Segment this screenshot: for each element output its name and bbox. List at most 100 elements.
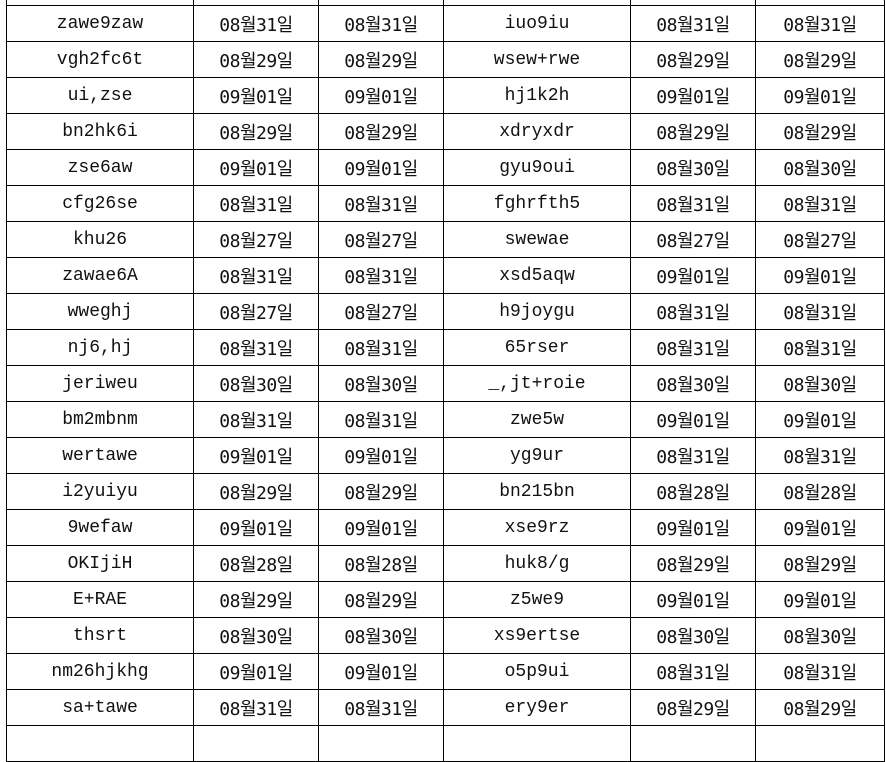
date-cell[interactable]: 08월31일 xyxy=(630,5,756,42)
date-cell[interactable]: 09월01일 xyxy=(755,509,885,546)
id-cell[interactable]: OKIjiH xyxy=(6,545,194,582)
id-cell[interactable]: zawae6A xyxy=(6,257,194,294)
id-cell[interactable]: fghrfth5 xyxy=(443,185,631,222)
date-cell[interactable]: 09월01일 xyxy=(318,149,444,186)
id-cell[interactable]: nm26hjkhg xyxy=(6,653,194,690)
date-cell[interactable]: 08월29일 xyxy=(755,41,885,78)
date-cell[interactable]: 09월01일 xyxy=(630,77,756,114)
date-cell[interactable]: 08월31일 xyxy=(755,5,885,42)
id-cell[interactable]: E+RAE xyxy=(6,581,194,618)
date-cell[interactable]: 08월31일 xyxy=(755,185,885,222)
id-cell[interactable]: xdryxdr xyxy=(443,113,631,150)
date-cell[interactable]: 09월01일 xyxy=(193,149,319,186)
id-cell[interactable]: bn2hk6i xyxy=(6,113,194,150)
date-cell[interactable]: 08월31일 xyxy=(193,689,319,726)
date-cell[interactable]: 08월30일 xyxy=(193,617,319,654)
date-cell[interactable]: 08월31일 xyxy=(318,257,444,294)
date-cell[interactable]: 08월29일 xyxy=(193,113,319,150)
id-cell[interactable]: vgh2fc6t xyxy=(6,41,194,78)
date-cell[interactable]: 08월31일 xyxy=(630,185,756,222)
date-cell[interactable]: 08월27일 xyxy=(630,221,756,258)
id-cell[interactable]: hj1k2h xyxy=(443,77,631,114)
id-cell[interactable]: xs9ertse xyxy=(443,617,631,654)
date-cell[interactable]: 08월30일 xyxy=(318,365,444,402)
date-cell[interactable]: 08월31일 xyxy=(193,257,319,294)
id-cell[interactable]: iuo9iu xyxy=(443,5,631,42)
date-cell[interactable]: 08월31일 xyxy=(318,689,444,726)
id-cell[interactable]: huk8/g xyxy=(443,545,631,582)
date-cell[interactable]: 08월31일 xyxy=(630,329,756,366)
cell[interactable] xyxy=(630,725,756,762)
date-cell[interactable]: 09월01일 xyxy=(755,257,885,294)
date-cell[interactable]: 08월31일 xyxy=(318,185,444,222)
id-cell[interactable]: _,jt+roie xyxy=(443,365,631,402)
id-cell[interactable]: wertawe xyxy=(6,437,194,474)
date-cell[interactable]: 08월27일 xyxy=(755,221,885,258)
date-cell[interactable]: 08월30일 xyxy=(755,365,885,402)
date-cell[interactable]: 08월27일 xyxy=(318,293,444,330)
id-cell[interactable]: bn215bn xyxy=(443,473,631,510)
date-cell[interactable]: 08월29일 xyxy=(193,473,319,510)
date-cell[interactable]: 08월31일 xyxy=(755,437,885,474)
id-cell[interactable]: ery9er xyxy=(443,689,631,726)
id-cell[interactable]: xsd5aqw xyxy=(443,257,631,294)
id-cell[interactable]: zwe5w xyxy=(443,401,631,438)
id-cell[interactable]: khu26 xyxy=(6,221,194,258)
id-cell[interactable]: h9joygu xyxy=(443,293,631,330)
id-cell[interactable]: o5p9ui xyxy=(443,653,631,690)
id-cell[interactable]: 65rser xyxy=(443,329,631,366)
date-cell[interactable]: 08월31일 xyxy=(630,293,756,330)
date-cell[interactable]: 09월01일 xyxy=(630,581,756,618)
date-cell[interactable]: 09월01일 xyxy=(318,437,444,474)
cell[interactable] xyxy=(443,725,631,762)
date-cell[interactable]: 08월29일 xyxy=(193,41,319,78)
date-cell[interactable]: 08월29일 xyxy=(630,545,756,582)
date-cell[interactable]: 08월28일 xyxy=(193,545,319,582)
date-cell[interactable]: 08월29일 xyxy=(630,113,756,150)
date-cell[interactable]: 08월31일 xyxy=(318,5,444,42)
date-cell[interactable]: 08월31일 xyxy=(755,293,885,330)
id-cell[interactable]: thsrt xyxy=(6,617,194,654)
date-cell[interactable]: 08월29일 xyxy=(318,113,444,150)
id-cell[interactable]: 9wefaw xyxy=(6,509,194,546)
date-cell[interactable]: 09월01일 xyxy=(193,509,319,546)
date-cell[interactable]: 08월28일 xyxy=(630,473,756,510)
date-cell[interactable]: 08월28일 xyxy=(318,545,444,582)
date-cell[interactable]: 08월31일 xyxy=(630,653,756,690)
date-cell[interactable]: 08월28일 xyxy=(755,473,885,510)
cell[interactable] xyxy=(193,725,319,762)
date-cell[interactable]: 08월27일 xyxy=(318,221,444,258)
date-cell[interactable]: 08월29일 xyxy=(630,689,756,726)
date-cell[interactable]: 08월27일 xyxy=(193,293,319,330)
date-cell[interactable]: 08월31일 xyxy=(630,437,756,474)
date-cell[interactable]: 08월27일 xyxy=(193,221,319,258)
date-cell[interactable]: 09월01일 xyxy=(630,509,756,546)
date-cell[interactable]: 08월31일 xyxy=(318,401,444,438)
date-cell[interactable]: 08월29일 xyxy=(193,581,319,618)
date-cell[interactable]: 08월29일 xyxy=(755,113,885,150)
id-cell[interactable]: zawe9zaw xyxy=(6,5,194,42)
date-cell[interactable]: 08월30일 xyxy=(630,617,756,654)
date-cell[interactable]: 08월30일 xyxy=(630,365,756,402)
date-cell[interactable]: 08월30일 xyxy=(755,617,885,654)
id-cell[interactable]: wsew+rwe xyxy=(443,41,631,78)
id-cell[interactable]: xse9rz xyxy=(443,509,631,546)
date-cell[interactable]: 08월29일 xyxy=(318,581,444,618)
date-cell[interactable]: 09월01일 xyxy=(193,653,319,690)
id-cell[interactable]: jeriweu xyxy=(6,365,194,402)
id-cell[interactable]: nj6,hj xyxy=(6,329,194,366)
date-cell[interactable]: 08월31일 xyxy=(193,185,319,222)
date-cell[interactable]: 08월31일 xyxy=(755,329,885,366)
date-cell[interactable]: 08월30일 xyxy=(630,149,756,186)
date-cell[interactable]: 09월01일 xyxy=(318,77,444,114)
date-cell[interactable]: 08월31일 xyxy=(193,401,319,438)
id-cell[interactable]: wweghj xyxy=(6,293,194,330)
date-cell[interactable]: 09월01일 xyxy=(318,653,444,690)
date-cell[interactable]: 09월01일 xyxy=(630,401,756,438)
id-cell[interactable]: z5we9 xyxy=(443,581,631,618)
date-cell[interactable]: 08월29일 xyxy=(318,473,444,510)
id-cell[interactable]: cfg26se xyxy=(6,185,194,222)
id-cell[interactable]: bm2mbnm xyxy=(6,401,194,438)
date-cell[interactable]: 09월01일 xyxy=(193,437,319,474)
date-cell[interactable]: 09월01일 xyxy=(318,509,444,546)
